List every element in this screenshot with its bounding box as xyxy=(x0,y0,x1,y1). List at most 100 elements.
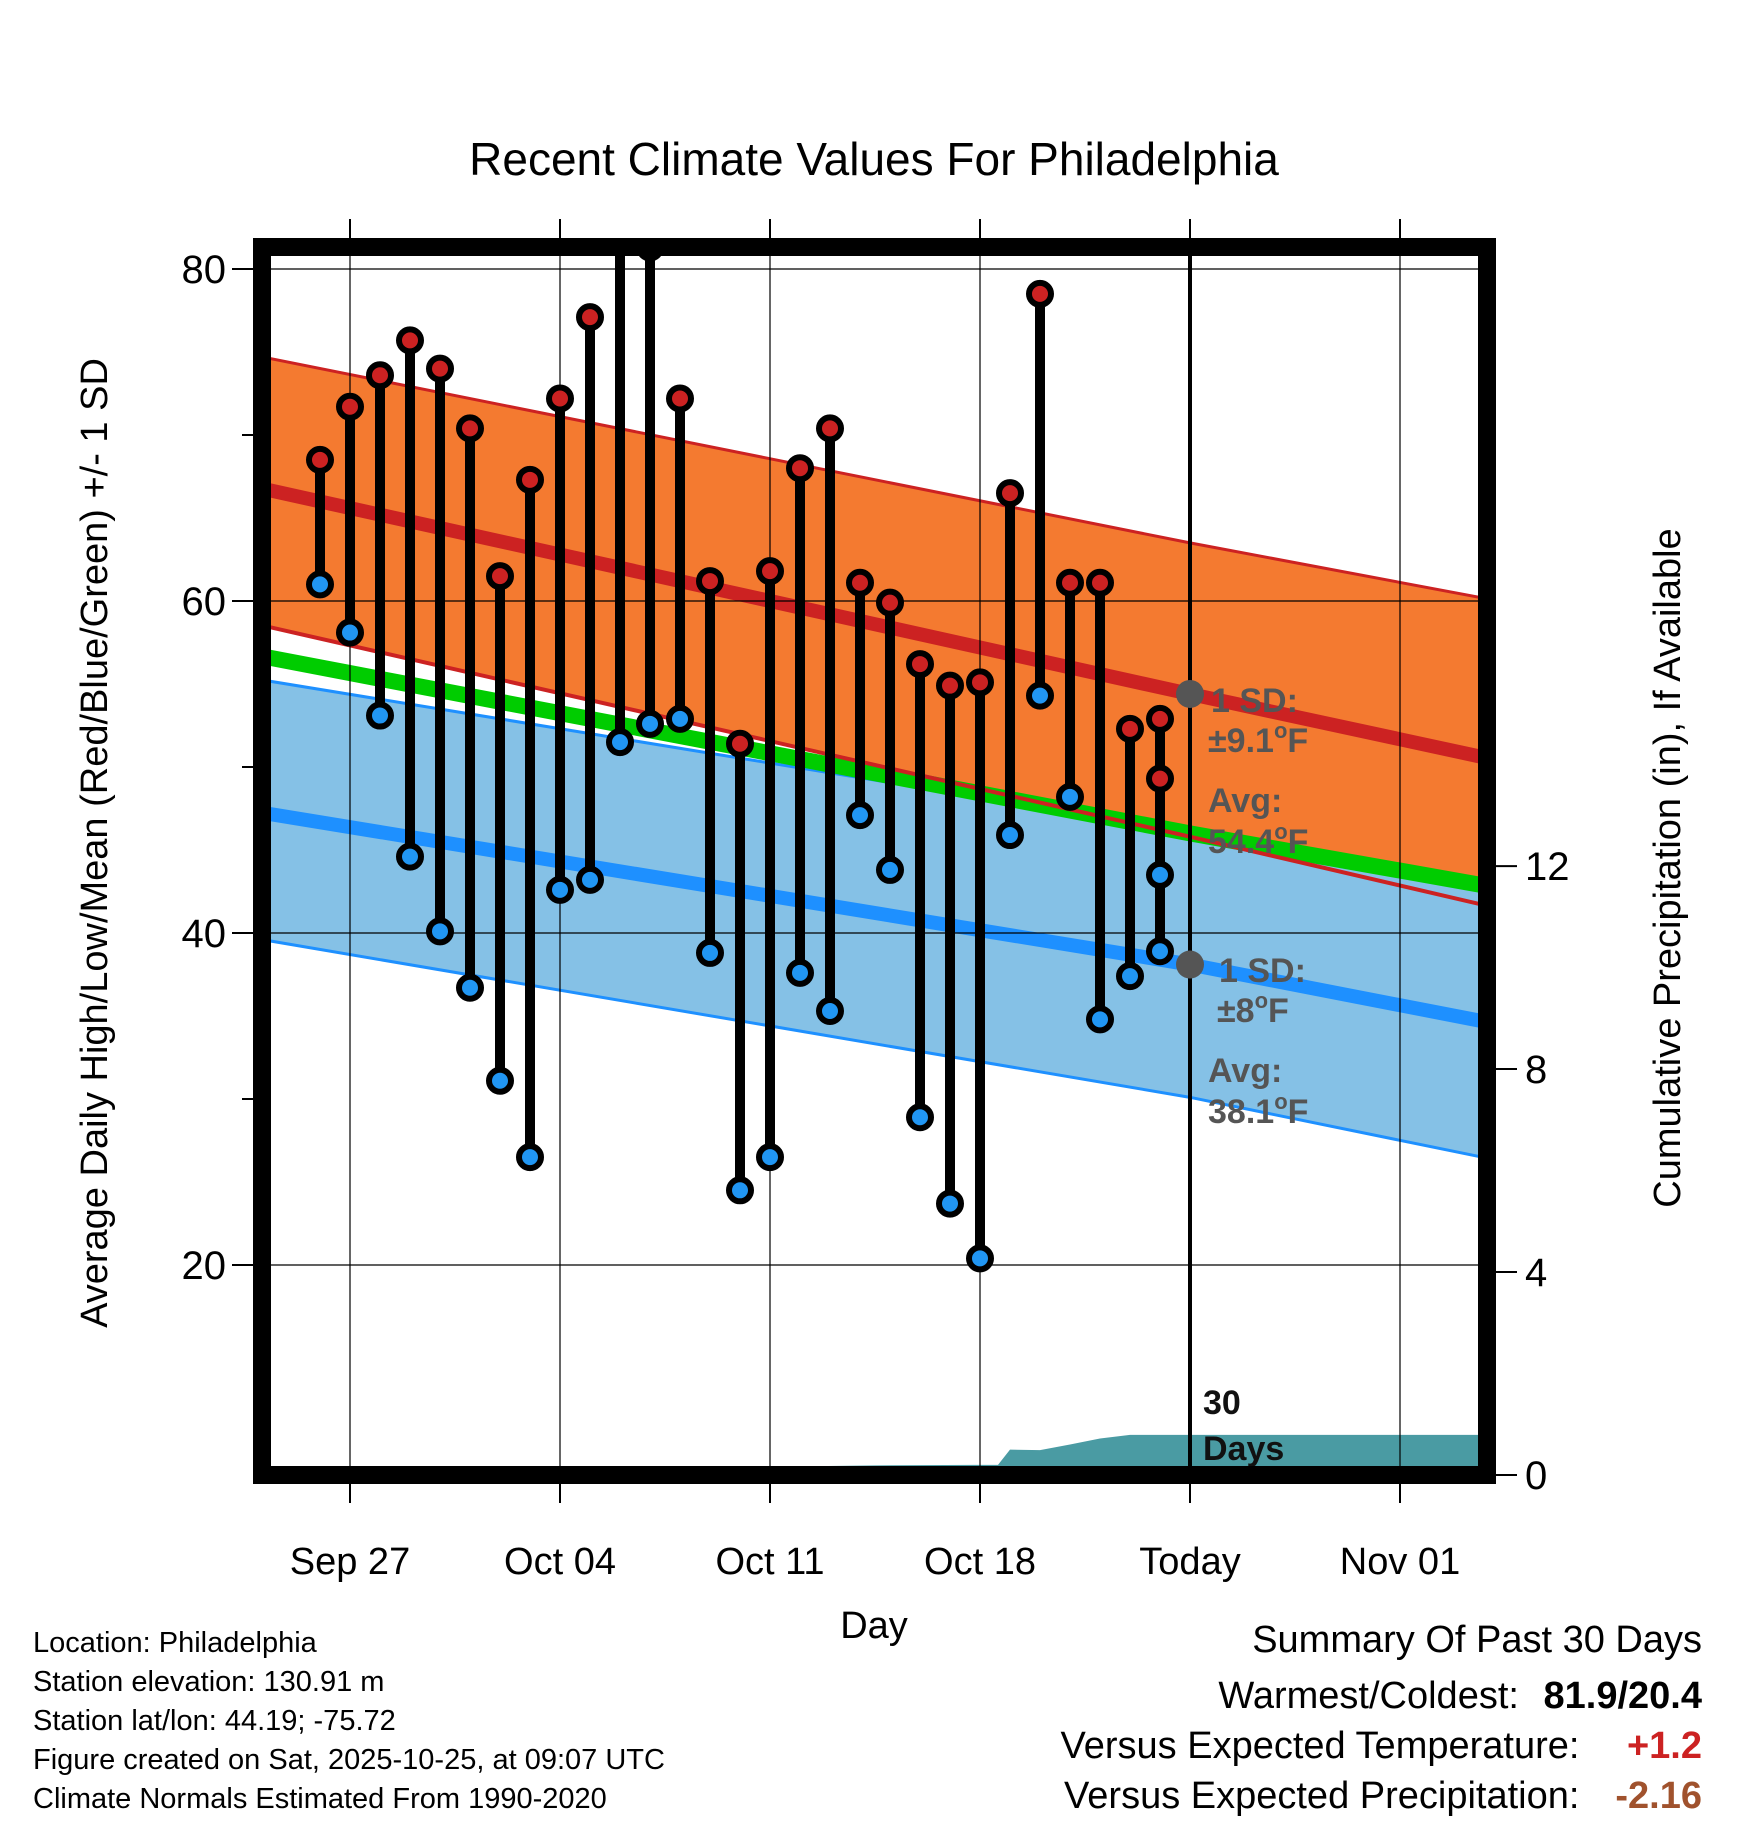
daily-low-point xyxy=(486,1066,514,1095)
daily-low-point xyxy=(1146,860,1174,889)
y-tick-label: 40 xyxy=(182,912,227,956)
daily-high-point xyxy=(396,326,424,355)
daily-high-point xyxy=(726,729,754,758)
summary-warm-cold: Warmest/Coldest: 81.9/20.4 xyxy=(1218,1675,1702,1718)
summary-precip: Versus Expected Precipitation: -2.16 xyxy=(1064,1775,1702,1818)
low-avg-label: Avg: xyxy=(1208,1052,1282,1090)
high-annotation: 1 SD: ±9.1oF Avg: 54.4oF xyxy=(1208,682,1308,861)
high-sd-value: ±9.1oF xyxy=(1208,718,1308,760)
daily-low-point xyxy=(576,865,604,894)
info-latlon: Station lat/lon: 44.19; -75.72 xyxy=(33,1705,396,1737)
low-avg-marker xyxy=(1176,950,1204,979)
info-created: Figure created on Sat, 2025-10-25, at 09… xyxy=(33,1744,665,1776)
daily-low-point xyxy=(306,570,334,599)
y-tick-label: 20 xyxy=(182,1244,227,1288)
summary-title: Summary Of Past 30 Days xyxy=(1252,1619,1702,1661)
warm-cold-value: 81.9/20.4 xyxy=(1543,1675,1702,1717)
y-tick-label: 80 xyxy=(182,248,227,292)
daily-low-point xyxy=(936,1189,964,1218)
daily-low-point xyxy=(966,1244,994,1273)
daily-high-point xyxy=(1026,279,1054,308)
daily-low-point xyxy=(996,821,1024,850)
x-tick-label: Oct 18 xyxy=(924,1541,1036,1583)
daily-low-point xyxy=(636,709,664,738)
bottom-axis-ticks: Sep 27 Oct 04 Oct 11 Oct 18 Today Nov 01 xyxy=(290,219,1460,1583)
daily-high-point xyxy=(666,384,694,413)
y2-tick-label: 0 xyxy=(1525,1454,1547,1498)
plot-area xyxy=(262,247,1487,1475)
warm-cold-label: Warmest/Coldest: xyxy=(1218,1675,1519,1717)
daily-high-point xyxy=(576,303,604,332)
daily-high-point xyxy=(1056,568,1084,597)
daily-low-point xyxy=(726,1176,754,1205)
daily-high-point xyxy=(996,479,1024,508)
y2-tick-label: 8 xyxy=(1525,1048,1547,1092)
daily-low-point xyxy=(1056,782,1084,811)
daily-low-point xyxy=(396,842,424,871)
x-tick-label: Today xyxy=(1139,1541,1240,1583)
window-label: 30 xyxy=(1203,1384,1241,1422)
info-location: Location: Philadelphia xyxy=(33,1627,317,1659)
high-avg-marker xyxy=(1176,679,1204,708)
right-axis-ticks: 0 4 8 12 xyxy=(1496,845,1570,1498)
daily-high-point xyxy=(756,557,784,586)
daily-high-point xyxy=(1086,568,1114,597)
daily-high-point xyxy=(516,465,544,494)
window-annotation: 30 Days xyxy=(1203,1384,1284,1468)
window-unit: Days xyxy=(1203,1430,1284,1468)
daily-high-point xyxy=(546,384,574,413)
daily-high-point xyxy=(876,588,904,617)
daily-low-point xyxy=(786,958,814,987)
daily-low-point xyxy=(1146,937,1174,966)
daily-low-point xyxy=(546,875,574,904)
daily-low-point xyxy=(336,618,364,647)
daily-low-point xyxy=(366,701,394,730)
precip-anomaly-value: -2.16 xyxy=(1615,1775,1702,1817)
daily-low-point xyxy=(1086,1005,1114,1034)
daily-high-point xyxy=(426,354,454,383)
low-avg-value: 38.1oF xyxy=(1208,1089,1308,1131)
info-normals: Climate Normals Estimated From 1990-2020 xyxy=(33,1783,607,1815)
summary-temp: Versus Expected Temperature: +1.2 xyxy=(1061,1725,1702,1768)
daily-low-point xyxy=(1116,962,1144,991)
y2-axis-label: Cumulative Precipitation (in), If Availa… xyxy=(1647,528,1689,1207)
daily-high-point xyxy=(486,562,514,591)
daily-low-point xyxy=(1026,681,1054,710)
daily-stems xyxy=(315,247,1165,1259)
daily-high-point xyxy=(786,454,814,483)
daily-low-point xyxy=(816,997,844,1026)
annotation-markers xyxy=(1176,679,1204,979)
daily-high-point xyxy=(456,414,484,443)
daily-low-point xyxy=(756,1143,784,1172)
high-avg-label: Avg: xyxy=(1208,782,1282,820)
daily-high-point xyxy=(336,392,364,421)
low-sd-value: ±8oF xyxy=(1217,988,1289,1030)
low-annotation: 1 SD: ±8oF Avg: 38.1oF xyxy=(1208,952,1308,1131)
daily-high-point xyxy=(1116,714,1144,743)
daily-high-point xyxy=(816,414,844,443)
precip-anomaly-label: Versus Expected Precipitation: xyxy=(1064,1775,1580,1817)
plot-frame xyxy=(253,238,1496,1484)
y2-tick-label: 12 xyxy=(1525,845,1570,889)
daily-high-point xyxy=(966,668,994,697)
x-tick-label: Oct 11 xyxy=(715,1541,824,1583)
high-avg-value: 54.4oF xyxy=(1208,819,1308,861)
daily-low-point xyxy=(516,1143,544,1172)
x-tick-label: Sep 27 xyxy=(290,1541,410,1583)
chart-title: Recent Climate Values For Philadelphia xyxy=(469,133,1279,185)
daily-high-point xyxy=(936,671,964,700)
high-sd-label: 1 SD: xyxy=(1211,682,1298,720)
daily-high-point xyxy=(1146,764,1174,793)
left-axis-ticks: 20 40 60 80 xyxy=(182,248,253,1288)
daily-low-point xyxy=(696,938,724,967)
daily-low-point xyxy=(666,704,694,733)
x-axis-label: Day xyxy=(840,1605,908,1647)
daily-low-point xyxy=(876,855,904,884)
info-elevation: Station elevation: 130.91 m xyxy=(33,1666,385,1698)
x-tick-label: Nov 01 xyxy=(1340,1541,1460,1583)
daily-high-point xyxy=(906,650,934,679)
daily-high-point xyxy=(696,567,724,596)
daily-high-point xyxy=(306,445,334,474)
precipitation-area xyxy=(620,1434,1487,1475)
low-sd-label: 1 SD: xyxy=(1219,952,1306,990)
